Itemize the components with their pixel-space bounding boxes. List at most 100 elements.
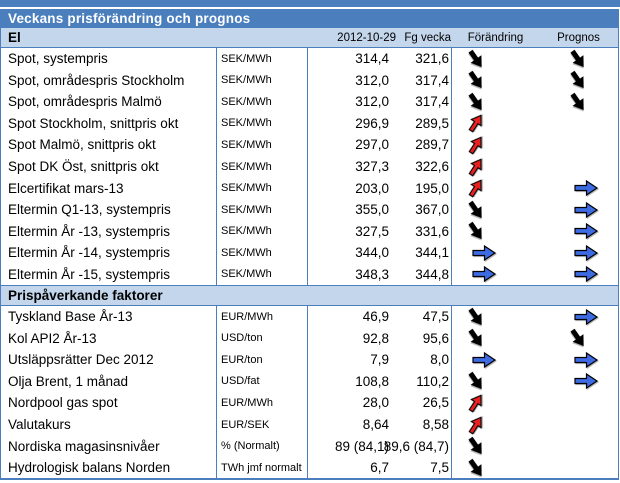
row-forecast-cell <box>539 220 618 242</box>
row-current-value: 297,0 <box>355 137 389 153</box>
table-row: Utsläppsrätter Dec 2012 EUR/ton 7,9 8,0 <box>1 349 618 371</box>
row-forecast-cell <box>539 91 618 113</box>
row-unit: SEK/MWh <box>217 263 308 286</box>
row-change-cell <box>452 371 539 393</box>
table-row: Spot Malmö, snittpris okt SEK/MWh 297,0 289… <box>1 134 618 156</box>
row-forecast-cell <box>539 177 618 199</box>
row-forecast-cell <box>539 113 618 135</box>
down-arrow-icon <box>468 307 482 325</box>
row-change-cell <box>452 242 539 264</box>
top-accent-strip <box>0 0 620 7</box>
row-forecast-cell <box>539 156 618 178</box>
row-current-value: 312,0 <box>355 94 389 110</box>
table-row: Tyskland Base År-13 EUR/MWh 46,9 47,5 <box>1 306 618 328</box>
row-change-cell <box>452 113 539 135</box>
row-current-value: 314,4 <box>355 51 389 67</box>
row-label: Kol API2 År-13 <box>1 327 217 350</box>
up-arrow-icon <box>468 179 482 198</box>
row-label: Spot, systempris <box>1 48 217 70</box>
table-row: Spot, systempris SEK/MWh 314,4 321,6 <box>1 48 618 70</box>
row-previous-value: 317,4 <box>391 91 452 113</box>
column-header-date: 2012-10-29 <box>337 31 396 44</box>
row-forecast-cell <box>539 371 618 393</box>
row-previous-value: 8,0 <box>391 349 452 371</box>
right-arrow-icon <box>574 351 599 368</box>
row-change-cell <box>452 457 539 479</box>
row-previous-value: 367,0 <box>391 198 452 221</box>
table-row: Spot, områdespris Malmö SEK/MWh 312,0 317,4 <box>1 91 618 113</box>
row-label: Eltermin År -13, systempris <box>1 220 217 242</box>
row-previous-value: 89,6 (84,7) <box>384 435 452 457</box>
row-unit: SEK/MWh <box>217 220 308 242</box>
row-change-cell <box>452 435 539 457</box>
row-label: Spot Malmö, snittpris okt <box>1 134 217 156</box>
row-unit: SEK/MWh <box>217 69 308 92</box>
row-unit: EUR/ton <box>217 349 308 371</box>
row-label: Eltermin Q1-13, systempris <box>1 198 217 221</box>
row-label: Eltermin År -15, systempris <box>1 263 217 286</box>
table-row: Eltermin År -15, systempris SEK/MWh 348,3 3… <box>1 263 618 286</box>
row-current-value: 327,5 <box>355 223 389 239</box>
right-arrow-icon <box>574 373 599 390</box>
row-unit: EUR/MWh <box>217 306 308 328</box>
down-arrow-icon <box>570 71 584 89</box>
row-label: Spot, områdespris Stockholm <box>1 69 217 92</box>
row-previous-value: 322,6 <box>391 155 452 178</box>
row-change-cell <box>452 156 539 178</box>
row-current-value: 7,9 <box>370 352 389 368</box>
up-arrow-icon <box>468 136 482 155</box>
table-row: Nordiska magasinsnivåer% (Normalt) 89 (84… <box>1 435 618 457</box>
row-forecast-cell <box>539 392 618 414</box>
row-unit: EUR/SEK <box>217 413 308 436</box>
row-forecast-cell <box>539 435 618 457</box>
row-current-value: 6,7 <box>370 460 389 476</box>
row-change-cell <box>452 328 539 350</box>
table-title: Veckans prisförändring och prognos <box>1 10 618 28</box>
table-row: Eltermin År -14, systempris SEK/MWh 344,0 3… <box>1 241 618 264</box>
row-change-cell <box>452 306 539 328</box>
row-current-value: 327,3 <box>355 159 389 174</box>
section-header-factors: Prispåverkande faktorer <box>1 285 618 307</box>
row-unit: SEK/MWh <box>217 241 308 264</box>
section-title: Prispåverkande faktorer <box>8 288 163 304</box>
row-current-value: 28,0 <box>362 395 389 411</box>
column-header-previous-week: Fg vecka <box>404 31 451 44</box>
down-arrow-icon <box>570 92 584 110</box>
column-header-forecast: Prognos <box>557 31 600 44</box>
up-arrow-icon <box>468 157 482 177</box>
row-previous-value: 317,4 <box>391 69 452 92</box>
right-arrow-icon <box>574 180 599 197</box>
row-label: Elcertifikat mars-13 <box>1 177 217 199</box>
down-arrow-icon <box>468 200 482 218</box>
row-label: Spot, områdespris Malmö <box>1 91 217 113</box>
row-unit: SEK/MWh <box>217 177 308 199</box>
table-row: Nordpool gas spot EUR/MWh 28,0 26,5 <box>1 392 618 414</box>
row-unit: USD/fat <box>217 370 308 393</box>
down-arrow-icon <box>468 49 482 67</box>
row-unit: SEK/MWh <box>217 48 308 70</box>
row-forecast-cell <box>539 457 618 479</box>
row-previous-value: 321,6 <box>391 48 452 70</box>
row-unit: USD/ton <box>217 327 308 350</box>
up-arrow-icon <box>468 415 482 435</box>
row-forecast-cell <box>539 70 618 92</box>
row-current-value: 8,64 <box>362 417 389 433</box>
right-arrow-icon <box>574 308 599 325</box>
down-arrow-icon <box>468 329 482 347</box>
up-arrow-icon <box>468 114 482 134</box>
row-forecast-cell <box>539 349 618 371</box>
table-row: Spot Stockholm, snittpris okt SEK/MWh 296,… <box>1 112 618 135</box>
row-current-value: 46,9 <box>362 309 389 325</box>
row-change-cell <box>452 70 539 92</box>
row-previous-value: 110,2 <box>391 370 452 393</box>
right-arrow-icon <box>574 266 599 283</box>
row-current-value: 92,8 <box>362 330 389 346</box>
row-label: Tyskland Base År-13 <box>1 306 217 328</box>
row-previous-value: 195,0 <box>391 177 452 199</box>
row-previous-value: 289,7 <box>391 134 452 156</box>
row-previous-value: 344,1 <box>391 241 452 264</box>
down-arrow-icon <box>468 221 482 240</box>
table-row: Olja Brent, 1 månad USD/fat 108,8 110,2 <box>1 370 618 393</box>
down-arrow-icon <box>468 71 482 89</box>
